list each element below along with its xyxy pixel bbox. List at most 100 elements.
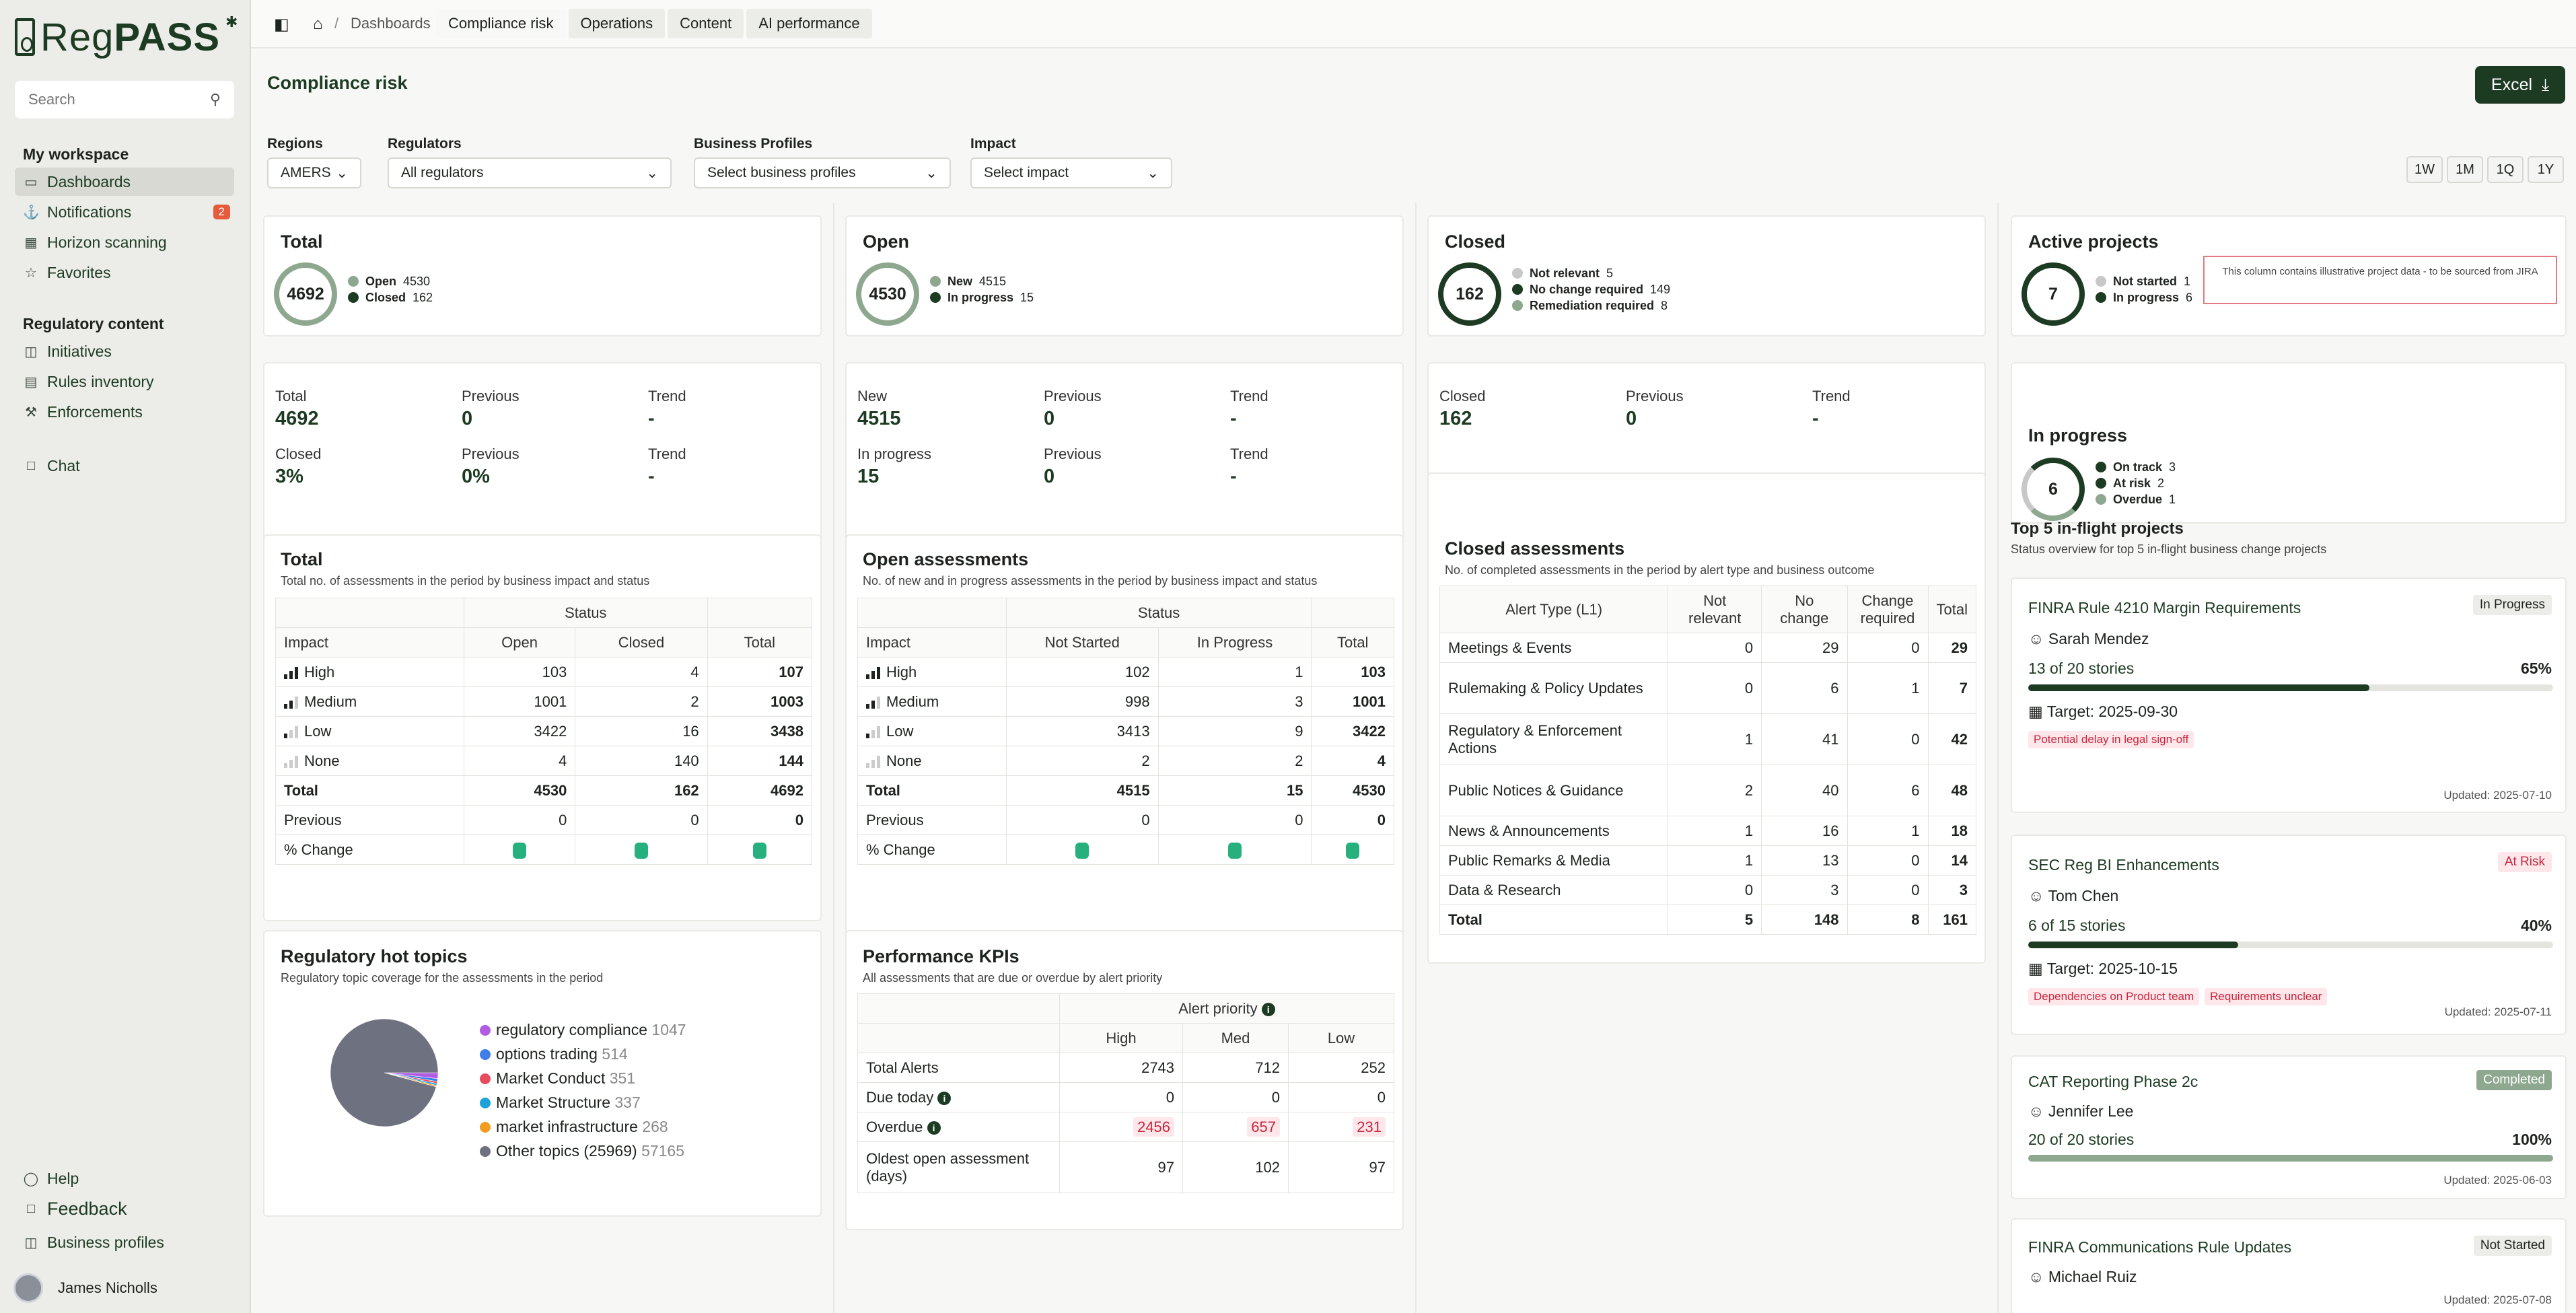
user-icon: ☺ (2028, 1102, 2044, 1120)
business-profiles-select[interactable]: Select business profiles ⌄ (694, 157, 951, 188)
impact-select[interactable]: Select impact ⌄ (970, 157, 1172, 188)
project-card[interactable]: FINRA Rule 4210 Margin Requirements In P… (2011, 577, 2567, 813)
sidebar-item-favorites[interactable]: ☆ Favorites (15, 258, 234, 287)
closed-summary-card: Closed 162 Not relevant 5 No change requi… (1427, 215, 1986, 336)
search-box[interactable]: ⚲ (15, 81, 234, 118)
pie-slice[interactable] (330, 1018, 439, 1127)
user-menu[interactable]: James Nicholls (13, 1273, 157, 1303)
total-table: Status Impact Open Closed Total High 103 4 107… (275, 598, 813, 865)
logo-mark-icon (15, 18, 35, 56)
open-kpi-card: New 4515 Previous 0 Trend - In progress 15 P… (845, 362, 1404, 549)
sidebar-toggle-icon[interactable]: ◧ (274, 15, 289, 34)
risk-chips: Dependencies on Product team Requirements… (2028, 988, 2332, 1005)
business-profiles-filter: Business Profiles Select business profil… (694, 136, 951, 188)
in-progress-ring: 6 (2022, 458, 2085, 521)
period-1y[interactable]: 1Y (2528, 156, 2564, 183)
sidebar-item-rules-inventory[interactable]: ▤ Rules inventory (15, 367, 234, 396)
sidebar-item-help[interactable]: ◯ Help (23, 1169, 79, 1187)
breadcrumb-separator: / (334, 15, 339, 32)
sidebar-item-chat[interactable]: □ Chat (15, 452, 234, 480)
tab-ai-performance[interactable]: AI performance (746, 9, 872, 38)
regions-filter: Regions AMERS ⌄ (267, 136, 361, 188)
closed-ring: 162 (1438, 262, 1501, 326)
excel-export-button[interactable]: Excel ⤓ (2475, 66, 2565, 104)
project-target: ▦ Target: 2025-10-15 (2028, 960, 2178, 977)
table-row: None 4 140 144 (275, 746, 813, 776)
book-icon: ▤ (24, 374, 38, 390)
sidebar-item-dashboards[interactable]: ▭ Dashboards (15, 168, 234, 196)
period-1w[interactable]: 1W (2406, 156, 2443, 183)
sidebar-item-initiatives[interactable]: ◫ Initiatives (15, 337, 234, 365)
tab-operations[interactable]: Operations (568, 9, 666, 38)
download-icon: ⤓ (2542, 75, 2550, 94)
user-icon: ☺ (2028, 630, 2044, 647)
project-card[interactable]: FINRA Communications Rule Updates Not St… (2011, 1218, 2567, 1313)
risk-chips: Potential delay in legal sign-off (2028, 731, 2199, 748)
total-legend: Open 4530 Closed 162 (348, 273, 433, 306)
legend-item: Market Conduct 351 (480, 1066, 686, 1090)
sidebar: RegPASS ✱ ⚲ My workspace ▭Dashboards ⚓No… (0, 0, 251, 1313)
gavel-icon: ⚒ (25, 404, 37, 420)
table-row: Total 4515 15 4530 (857, 775, 1394, 806)
impact-high-icon (866, 666, 881, 679)
chevron-down-icon: ⌄ (925, 165, 937, 181)
open-summary-card: Open 4530 New 4515 In progress 15 (845, 215, 1404, 336)
briefcase-icon: ◫ (24, 1235, 38, 1250)
table-row: Data & Research 0 3 0 3 (1439, 875, 1976, 905)
impact-none-icon (866, 755, 881, 768)
info-icon: i (1261, 1002, 1275, 1016)
project-card[interactable]: SEC Reg BI Enhancements At Risk ☺ Tom Ch… (2011, 835, 2567, 1035)
dashboard-tabs: Compliance risk Operations Content AI pe… (436, 9, 872, 38)
table-row: % Change (275, 835, 813, 865)
period-selector: 1W 1M 1Q 1Y (2406, 156, 2564, 183)
period-1q[interactable]: 1Q (2487, 156, 2524, 183)
project-owner: ☺ Michael Ruiz (2028, 1268, 2137, 1285)
tab-compliance-risk[interactable]: Compliance risk (436, 9, 566, 38)
regpass-logo[interactable]: RegPASS ✱ (15, 13, 238, 61)
status-badge: At Risk (2497, 852, 2552, 872)
table-row: High 102 1 103 (857, 657, 1394, 687)
in-progress-legend: On track 3 At risk 2 Overdue 1 (2096, 459, 2176, 507)
status-badge: In Progress (2472, 595, 2552, 615)
table-row: Medium 1001 2 1003 (275, 686, 813, 717)
table-row: Public Remarks & Media 1 13 0 14 (1439, 845, 1976, 876)
closed-assessments-card: Closed assessments No. of completed asse… (1427, 472, 1986, 964)
monitor-icon: ▭ (24, 174, 38, 190)
search-input[interactable] (28, 91, 196, 108)
status-badge: Not Started (2473, 1236, 2552, 1256)
search-icon[interactable]: ⚲ (209, 91, 221, 108)
open-legend: New 4515 In progress 15 (930, 273, 1034, 306)
workspace-header: My workspace (23, 145, 129, 163)
legend-item: market infrastructure 268 (480, 1114, 686, 1139)
in-progress-card: In progress 6 On track 3 At risk 2 Overdue… (2011, 362, 2567, 524)
project-owner: ☺ Sarah Mendez (2028, 630, 2149, 647)
sidebar-item-feedback[interactable]: □ Feedback (15, 1195, 234, 1223)
performance-kpis-table: Alert priority i High Med Low Total Alerts… (857, 993, 1394, 1193)
table-row: Public Notices & Guidance 2 40 6 48 (1439, 765, 1976, 816)
chevron-down-icon: ⌄ (646, 165, 658, 181)
progress-bar (2028, 684, 2553, 691)
impact-filter: Impact Select impact ⌄ (970, 136, 1172, 188)
table-row: Previous 0 0 0 (857, 805, 1394, 835)
regions-select[interactable]: AMERS ⌄ (267, 157, 361, 188)
home-icon[interactable]: ⌂ (313, 15, 323, 33)
calendar-icon: ▦ (2028, 703, 2043, 720)
sidebar-item-business-profiles[interactable]: ◫ Business profiles (15, 1228, 234, 1256)
star-icon: ☆ (25, 265, 37, 281)
change-pill (1346, 842, 1360, 859)
change-pill (635, 842, 649, 859)
regulators-select[interactable]: All regulators ⌄ (388, 157, 672, 188)
info-icon: i (937, 1091, 952, 1105)
breadcrumb-dashboards[interactable]: Dashboards (351, 15, 431, 32)
sidebar-item-notifications[interactable]: ⚓ Notifications 2 (15, 198, 234, 226)
project-card[interactable]: CAT Reporting Phase 2c Completed ☺ Jenni… (2011, 1055, 2567, 1199)
sidebar-item-horizon-scanning[interactable]: ▦ Horizon scanning (15, 228, 234, 256)
total-kpi-card: Total 4692 Previous 0 Trend - Closed 3% Prev… (263, 362, 822, 549)
sidebar-item-enforcements[interactable]: ⚒ Enforcements (15, 398, 234, 426)
closed-assessments-table: Alert Type (L1) Not relevant No change Chan… (1439, 585, 1976, 935)
change-pill (513, 842, 527, 859)
period-1m[interactable]: 1M (2447, 156, 2483, 183)
tab-content[interactable]: Content (668, 9, 744, 38)
open-assessments-card: Open assessments No. of new and in progr… (845, 534, 1404, 945)
